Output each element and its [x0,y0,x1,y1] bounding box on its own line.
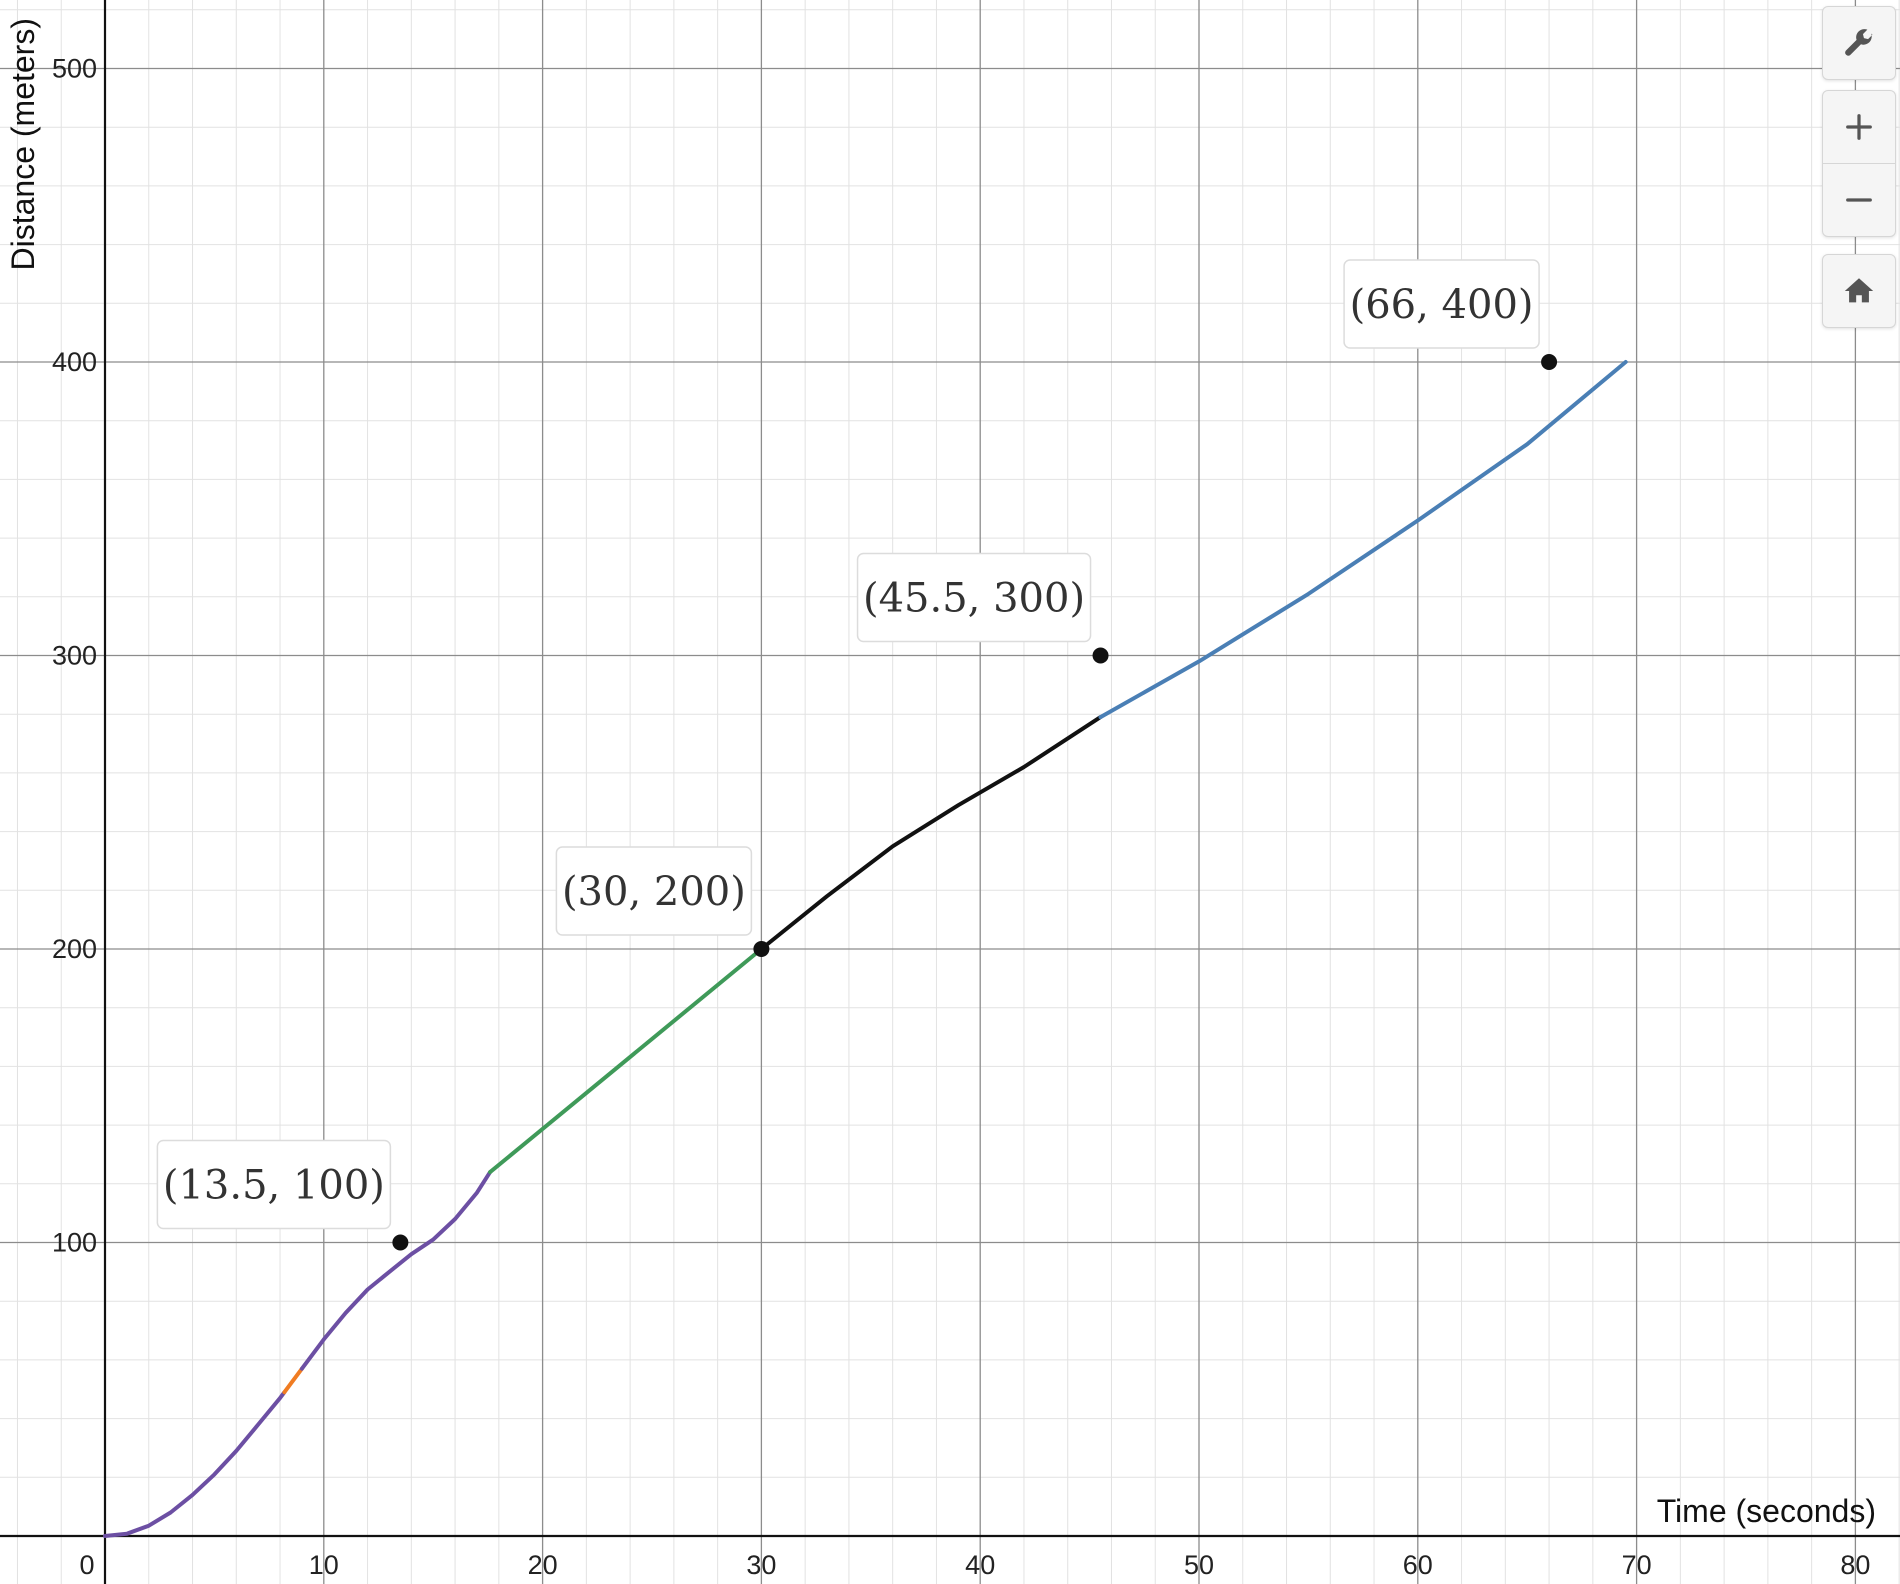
x-tick-label: 0 [79,1550,94,1580]
point-label-text: (66, 400) [1350,282,1534,328]
point-label-box [156,1139,392,1230]
home-toolbar [1822,254,1896,328]
point-label: (45.5, 300) [856,552,1092,643]
point-label-text: (45.5, 300) [863,576,1085,622]
default-view-button[interactable] [1823,255,1895,327]
data-point[interactable] [1092,647,1109,664]
y-tick-label: 100 [52,1228,97,1258]
x-tick-label: 10 [309,1550,339,1580]
settings-button[interactable] [1823,7,1895,79]
point-label-box [1343,259,1540,349]
zoom-toolbar [1822,90,1896,237]
plus-icon [1846,114,1872,140]
point-label: (66, 400) [1343,259,1540,349]
y-tick-label: 200 [52,934,97,964]
x-tick-label: 70 [1622,1550,1652,1580]
point-label: (30, 200) [555,846,753,936]
data-point[interactable] [753,941,770,957]
zoom-in-button[interactable] [1823,91,1895,163]
home-icon [1844,278,1874,303]
x-tick-label: 80 [1840,1550,1870,1580]
settings-toolbar [1822,6,1896,80]
point-label-box [555,846,753,936]
x-tick-label: 40 [965,1550,995,1580]
curve-segment [282,1366,304,1395]
point-label-text: (30, 200) [562,869,746,915]
y-axis-title: Distance (meters) [5,18,41,271]
curve-segment [299,1170,493,1371]
zoom-out-button[interactable] [1823,163,1895,236]
curve-segments [103,360,1628,1538]
y-tick-label: 500 [52,54,97,84]
curve-segment [488,947,764,1175]
x-tick-label: 20 [528,1550,558,1580]
point-label-box [856,552,1092,643]
point-labels: (13.5, 100) (30, 200) (45.5, 300) (66, 400) [156,259,1540,1230]
point-label: (13.5, 100) [156,1139,392,1230]
data-point[interactable] [392,1234,409,1251]
x-axis-title: Time (seconds) [1657,1493,1876,1529]
data-point[interactable] [1541,354,1558,370]
x-tick-label: 30 [746,1550,776,1580]
y-tick-label: 300 [52,641,97,671]
x-tick-label: 50 [1184,1550,1214,1580]
tick-labels: 0 10 20 30 40 50 60 70 80 100 200 300 400 500 [52,54,1870,1581]
wrench-icon [1845,29,1873,56]
point-label-text: (13.5, 100) [163,1163,385,1209]
curve-segment [759,715,1103,951]
labeled-points [392,354,1558,1251]
curve-segment [103,1390,287,1538]
minus-icon [1846,198,1872,202]
y-tick-label: 400 [52,347,97,377]
x-tick-label: 60 [1403,1550,1433,1580]
curve-segment [1098,360,1628,720]
